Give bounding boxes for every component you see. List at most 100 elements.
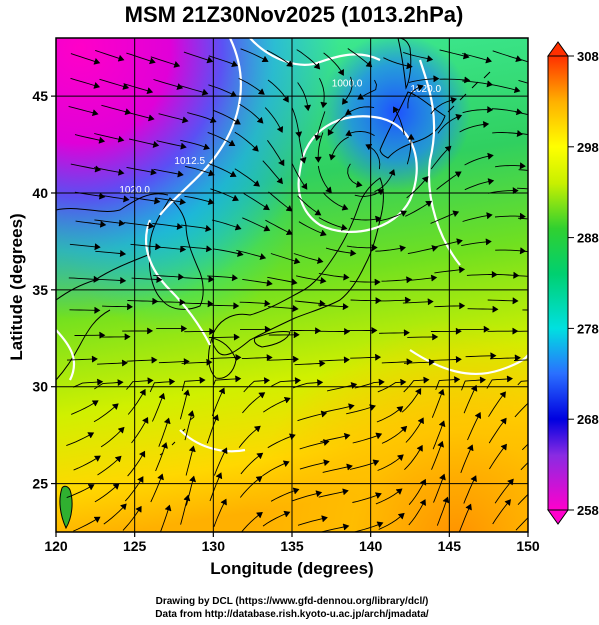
streamline-arrowhead: [117, 135, 125, 143]
streamline: [292, 381, 323, 389]
streamline-arrowhead: [541, 377, 546, 383]
x-tick-label: 135: [280, 538, 304, 554]
streamline: [462, 53, 492, 62]
streamline-arrowhead: [291, 278, 298, 286]
streamline-arrowhead: [161, 442, 168, 449]
streamline-arrowhead: [455, 356, 462, 363]
streamline-arrowhead: [514, 354, 521, 362]
streamline-arrowhead: [346, 463, 353, 471]
streamline: [353, 522, 383, 532]
streamline-arrowhead: [276, 177, 283, 185]
streamline-arrowhead: [92, 400, 99, 407]
streamline-arrowhead: [345, 108, 352, 115]
streamline-arrowhead: [112, 403, 119, 410]
streamline-arrowhead: [177, 170, 184, 178]
streamline-arrowhead: [340, 224, 348, 231]
streamline-arrowhead: [234, 375, 242, 383]
low-pressure-contour: [297, 115, 418, 233]
streamline-arrowhead: [415, 388, 422, 395]
streamline: [513, 359, 528, 361]
contour-label: 1020.0: [410, 84, 441, 95]
streamline-arrowhead: [206, 56, 214, 64]
streamline-arrowhead: [343, 273, 350, 281]
streamline-arrowhead: [205, 245, 213, 253]
x-axis-label: Longitude (degrees): [210, 559, 373, 578]
streamline: [403, 51, 433, 61]
streamline: [347, 48, 372, 67]
streamline-arrowhead: [203, 143, 210, 151]
streamline: [436, 171, 462, 190]
streamline: [153, 168, 183, 176]
streamline-arrowhead: [117, 379, 124, 386]
streamline-arrowhead: [407, 133, 415, 140]
streamline-arrowhead: [400, 210, 407, 217]
streamline: [68, 277, 99, 281]
streamline-arrowhead: [266, 354, 273, 361]
streamline: [265, 219, 293, 235]
streamline-arrowhead: [235, 354, 242, 361]
streamline-arrowhead: [258, 392, 266, 399]
y-tick-label: 45: [32, 88, 48, 104]
streamline-arrowhead: [539, 63, 545, 69]
map-title: MSM 21Z30Nov2025 (1013.2hPa): [125, 2, 464, 27]
streamline-arrowhead: [314, 134, 321, 142]
streamline-arrowhead: [179, 298, 186, 306]
streamline: [99, 78, 129, 89]
streamline: [401, 388, 422, 413]
contour-1012-5: [159, 38, 242, 216]
streamline-arrowhead: [146, 327, 154, 335]
streamline-arrowhead: [431, 333, 439, 341]
contour-label: 1000.0: [332, 78, 363, 89]
streamline: [159, 505, 170, 532]
streamline-arrowhead: [542, 85, 548, 91]
streamline-arrowhead: [403, 329, 410, 337]
streamline-arrowhead: [304, 104, 311, 112]
streamline-arrowhead: [455, 114, 463, 121]
streamline: [158, 360, 189, 364]
streamline: [266, 49, 293, 67]
streamline: [521, 250, 528, 253]
streamline-arrowhead: [187, 410, 195, 417]
streamline: [407, 85, 424, 109]
streamline-arrowhead: [176, 223, 183, 230]
streamline-arrowhead: [319, 360, 326, 367]
streamline-arrowhead: [534, 484, 540, 490]
streamline-arrowhead: [205, 225, 212, 232]
streamline: [102, 305, 133, 308]
ryukyu-islands: [159, 416, 195, 456]
streamline-arrowhead: [313, 63, 321, 70]
streamline-arrowhead: [263, 377, 270, 384]
streamline-arrowhead: [189, 475, 196, 483]
streamline-arrowhead: [467, 444, 474, 452]
streamline-arrowhead: [263, 204, 270, 211]
streamline-arrowhead: [91, 355, 98, 363]
contour-label: 1012.5: [174, 156, 205, 167]
streamline: [94, 167, 124, 174]
streamline-arrowhead: [164, 504, 172, 512]
streamline-arrowhead: [426, 55, 434, 63]
streamline: [352, 493, 382, 503]
streamline-arrowhead: [425, 200, 433, 207]
streamline: [94, 133, 124, 141]
streamline-arrowhead: [506, 375, 513, 383]
streamline-arrowhead: [492, 305, 499, 313]
streamline-arrowhead: [430, 274, 438, 282]
streamline-arrowhead: [122, 83, 130, 90]
streamline-arrowhead: [277, 126, 284, 133]
streamline: [181, 245, 212, 250]
streamline-arrowhead: [485, 56, 492, 64]
streamline-arrowhead: [453, 376, 461, 383]
streamline: [459, 123, 489, 133]
streamline-arrowhead: [433, 75, 440, 83]
streamline-arrowhead: [423, 376, 430, 384]
streamline: [518, 79, 528, 84]
x-tick-label: 120: [44, 538, 68, 554]
streamline-arrowhead: [189, 445, 196, 453]
streamline-arrowhead: [231, 60, 239, 68]
y-tick-label: 30: [32, 379, 48, 395]
streamline-arrowhead: [315, 490, 323, 497]
streamline-arrowhead: [135, 505, 142, 513]
streamline-arrowhead: [327, 129, 334, 136]
streamline-arrowhead: [293, 257, 301, 265]
streamline: [430, 145, 452, 170]
